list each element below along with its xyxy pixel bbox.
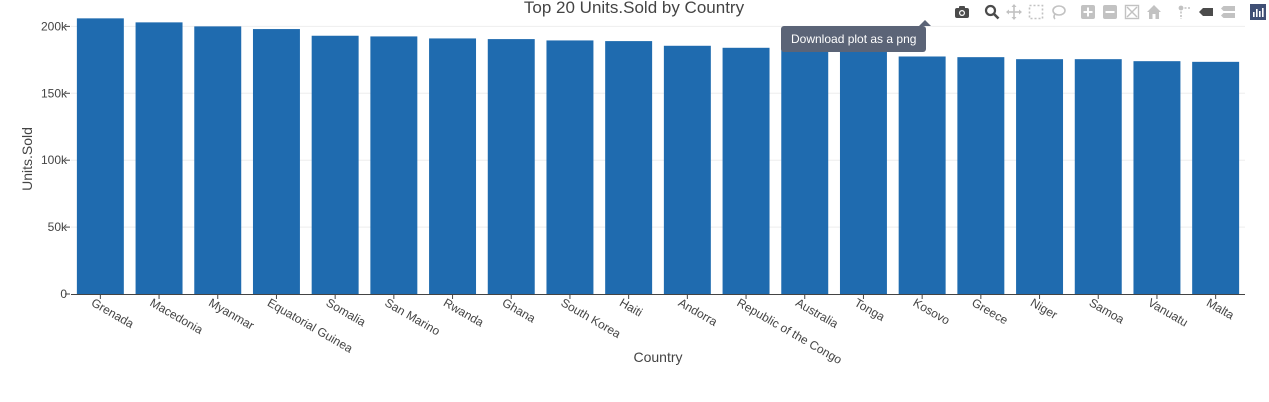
zoom-button[interactable]: [981, 2, 1003, 22]
y-tick-label: 200k: [41, 19, 68, 33]
bars: [76, 18, 1240, 295]
y-tick-label: 50k: [48, 220, 68, 234]
bar[interactable]: [1133, 61, 1181, 294]
y-axis-ticks: 0 50k 100k 150k 200k: [41, 19, 70, 301]
x-tick-label: Greece: [969, 295, 1010, 327]
bar[interactable]: [663, 45, 711, 295]
hover-compare-button[interactable]: [1217, 2, 1239, 22]
x-tick-label: Australia: [793, 295, 841, 331]
x-tick-label: Tonga: [852, 295, 888, 324]
zoom-out-button[interactable]: [1099, 2, 1121, 22]
lasso-select-button[interactable]: [1047, 2, 1069, 22]
autoscale-icon: [1124, 4, 1140, 20]
bar[interactable]: [194, 26, 242, 295]
pan-icon: [1006, 4, 1022, 20]
x-tick-label: Somalia: [324, 295, 369, 329]
x-tick-label: Republic of the Congo: [735, 295, 845, 367]
reset-axes-icon: [1147, 5, 1161, 19]
download-png-button[interactable]: [951, 2, 973, 22]
x-tick-label: San Marino: [382, 295, 442, 338]
modebar-group-select: [981, 2, 1069, 22]
x-tick-label: Andorra: [676, 295, 720, 329]
chart-title: Top 20 Units.Sold by Country: [524, 0, 745, 17]
y-tick-label: 100k: [41, 153, 68, 167]
x-tick-label: Grenada: [89, 295, 137, 331]
zoom-in-icon: [1081, 5, 1095, 19]
modebar-tooltip: Download plot as a png: [781, 20, 932, 52]
autoscale-button[interactable]: [1121, 2, 1143, 22]
x-tick-label: Samoa: [1087, 295, 1127, 326]
x-tick-label: Vanuatu: [1145, 295, 1190, 329]
x-tick-label: Macedonia: [148, 295, 206, 337]
zoom-in-button[interactable]: [1077, 2, 1099, 22]
zoom-out-icon: [1103, 5, 1117, 19]
bar[interactable]: [252, 29, 300, 295]
x-tick-label: Ghana: [500, 295, 538, 325]
bar[interactable]: [839, 47, 887, 294]
bar[interactable]: [957, 57, 1005, 295]
plotly-logo-link[interactable]: [1247, 2, 1269, 22]
box-select-button[interactable]: [1025, 2, 1047, 22]
spike-lines-icon: [1178, 5, 1191, 19]
bar[interactable]: [370, 36, 418, 295]
bar[interactable]: [76, 18, 124, 294]
bar[interactable]: [605, 41, 653, 294]
lasso-select-icon: [1052, 5, 1066, 20]
bar[interactable]: [781, 47, 829, 294]
zoom-icon: [984, 4, 1000, 20]
bar[interactable]: [898, 56, 946, 294]
plotly-logo-icon: [1250, 4, 1266, 20]
bar[interactable]: [135, 22, 183, 294]
modebar: [943, 2, 1269, 22]
camera-icon: [955, 6, 969, 18]
x-axis-label: Country: [633, 349, 682, 365]
x-tick-label: Kosovo: [911, 295, 953, 327]
x-tick-label: Rwanda: [441, 295, 486, 329]
modebar-group-hover: [1173, 2, 1239, 22]
x-tick-label: Niger: [1028, 295, 1060, 321]
pan-button[interactable]: [1003, 2, 1025, 22]
modebar-group-logo: [1247, 2, 1269, 22]
spike-lines-button[interactable]: [1173, 2, 1195, 22]
reset-axes-button[interactable]: [1143, 2, 1165, 22]
bar[interactable]: [311, 35, 359, 294]
bar[interactable]: [1192, 61, 1240, 294]
hover-closest-icon: [1199, 8, 1213, 16]
y-tick-label: 150k: [41, 86, 68, 100]
modebar-group-download: [951, 2, 973, 22]
gridlines: [71, 25, 1245, 228]
x-tick-label: South Korea: [558, 295, 623, 341]
hover-closest-button[interactable]: [1195, 2, 1217, 22]
bar[interactable]: [1016, 59, 1064, 294]
y-tick-label: 0: [60, 287, 67, 301]
hover-compare-icon: [1221, 6, 1235, 18]
bar[interactable]: [1074, 59, 1122, 294]
bar[interactable]: [546, 40, 594, 294]
bar[interactable]: [429, 38, 477, 294]
x-tick-label: Haiti: [617, 295, 645, 319]
box-select-icon: [1028, 4, 1044, 20]
x-tick-label: Myanmar: [206, 295, 256, 332]
modebar-group-zoom: [1077, 2, 1165, 22]
bar[interactable]: [487, 39, 535, 294]
bar[interactable]: [722, 47, 770, 294]
y-axis-label: Units.Sold: [19, 127, 35, 191]
x-tick-label: Malta: [1204, 295, 1237, 322]
